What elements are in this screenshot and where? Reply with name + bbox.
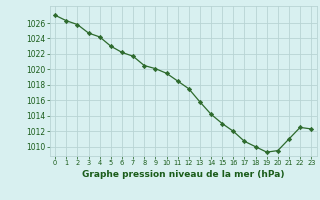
X-axis label: Graphe pression niveau de la mer (hPa): Graphe pression niveau de la mer (hPa) (82, 170, 284, 179)
